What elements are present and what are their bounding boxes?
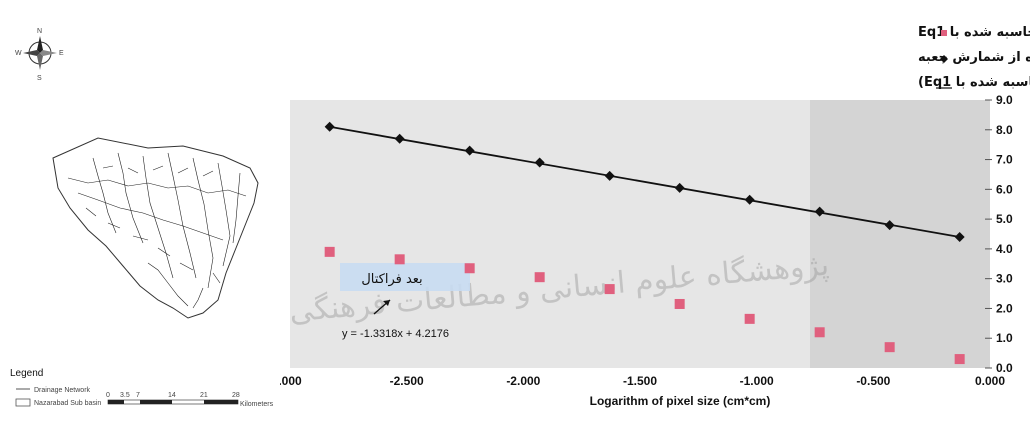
x-tick-label-4: -1.000 xyxy=(740,374,774,388)
data-point-eq1-6 xyxy=(744,313,755,324)
x-axis-ticks: .000 -2.500 -2.000 -1.500 -1.000 -0.500 0.000 xyxy=(280,374,1005,388)
y-tick-label-3: 3.0 xyxy=(996,272,1013,286)
data-point-eq1-3 xyxy=(534,272,545,283)
data-point-boxcount-5 xyxy=(674,182,685,193)
map-legend-title: Legend xyxy=(10,368,43,379)
y-tick-label-4: 4.0 xyxy=(996,242,1013,256)
plot-area-shade xyxy=(810,100,990,368)
data-point-boxcount-6 xyxy=(744,194,755,205)
x-tick-label-0: .000 xyxy=(280,374,302,388)
x-tick-label-3: -1.500 xyxy=(623,374,657,388)
legend-marker-1 xyxy=(940,55,948,63)
y-tick-label-7: 7.0 xyxy=(996,153,1013,167)
y-tick-label-5: 5.0 xyxy=(996,212,1013,226)
drainage-basin-map xyxy=(52,137,259,319)
x-tick-label-1: -2.500 xyxy=(390,374,424,388)
compass-e-label: E xyxy=(59,50,64,57)
legend-label-1: لگاریتم تعداد پیکسل ها با استفاده از شما… xyxy=(918,49,1030,65)
compass-w-label: W xyxy=(15,50,22,57)
x-tick-label-2: -2.000 xyxy=(506,374,540,388)
scale-tick-3: 14 xyxy=(168,392,176,399)
scale-unit: Kilometers xyxy=(240,401,274,408)
y-tick-label-1: 1.0 xyxy=(996,331,1013,345)
trendline xyxy=(329,125,960,238)
y-tick-label-6: 6.0 xyxy=(996,182,1013,196)
data-point-eq1-2 xyxy=(464,263,475,274)
regression-equation: y = -1.3318x + 4.2176 xyxy=(342,328,449,340)
data-point-boxcount-9 xyxy=(954,231,965,242)
data-point-boxcount-1 xyxy=(394,133,405,144)
map-legend-subbasin: Nazarabad Sub basin xyxy=(34,400,101,407)
legend-label-0: لگاریتم تعداد پیکسل های محاسبه شده با Eq… xyxy=(918,24,1030,40)
data-point-eq1-0 xyxy=(324,246,335,257)
y-tick-label-0: 0.0 xyxy=(996,361,1013,375)
data-point-eq1-1 xyxy=(394,254,405,265)
compass-n-label: N xyxy=(37,28,42,35)
scale-tick-5: 28 xyxy=(232,392,240,399)
scale-bar xyxy=(107,399,239,405)
data-point-boxcount-2 xyxy=(464,145,475,156)
fractal-label-box xyxy=(340,263,470,291)
chart-legend: لگاریتم تعداد پیکسل های محاسبه شده با Eq… xyxy=(918,24,1030,90)
y-tick-label-9: 9.0 xyxy=(996,93,1013,107)
scale-tick-1: 3.5 xyxy=(120,392,130,399)
data-point-boxcount-7 xyxy=(814,206,825,217)
data-point-eq1-8 xyxy=(884,342,895,353)
y-axis-ticks: 0.0 1.0 2.0 3.0 4.0 5.0 6.0 7.0 8.0 9.0 xyxy=(985,93,1013,375)
legend-marker-0 xyxy=(941,30,947,36)
x-tick-label-6: 0.000 xyxy=(975,374,1005,388)
data-point-boxcount-4 xyxy=(604,170,615,181)
y-tick-label-8: 8.0 xyxy=(996,123,1013,137)
map-panel: N S E W Legend Drainage Network Nazaraba… xyxy=(10,28,274,408)
chart-marks xyxy=(324,121,965,365)
data-point-boxcount-3 xyxy=(534,157,545,168)
y-tick-label-2: 2.0 xyxy=(996,301,1013,315)
x-axis-label: Logarithm of pixel size (cm*cm) xyxy=(590,394,771,408)
scale-tick-2: 7 xyxy=(136,392,140,399)
compass-s-label: S xyxy=(37,75,42,82)
annotation-arrowhead xyxy=(383,300,390,306)
x-tick-label-5: -0.500 xyxy=(856,374,890,388)
fractal-label: بعد فراکتال xyxy=(361,272,422,287)
data-point-eq1-7 xyxy=(814,327,825,338)
data-point-boxcount-8 xyxy=(884,220,895,231)
data-point-eq1-4 xyxy=(604,284,615,295)
data-point-eq1-5 xyxy=(674,298,685,309)
scale-tick-4: 21 xyxy=(200,392,208,399)
legend-label-2: نمودار خطی ( لگاریتم تعداد پیکسل های محا… xyxy=(918,74,1030,90)
map-legend-drainage: Drainage Network xyxy=(34,387,91,394)
data-point-eq1-9 xyxy=(954,354,965,365)
scale-tick-0: 0 xyxy=(106,392,110,399)
data-point-boxcount-0 xyxy=(324,121,335,132)
chart-panel: پژوهشگاه علوم انسانی و مطالعات فرهنگی لگ… xyxy=(280,24,1030,408)
compass-rose-icon xyxy=(23,36,57,70)
